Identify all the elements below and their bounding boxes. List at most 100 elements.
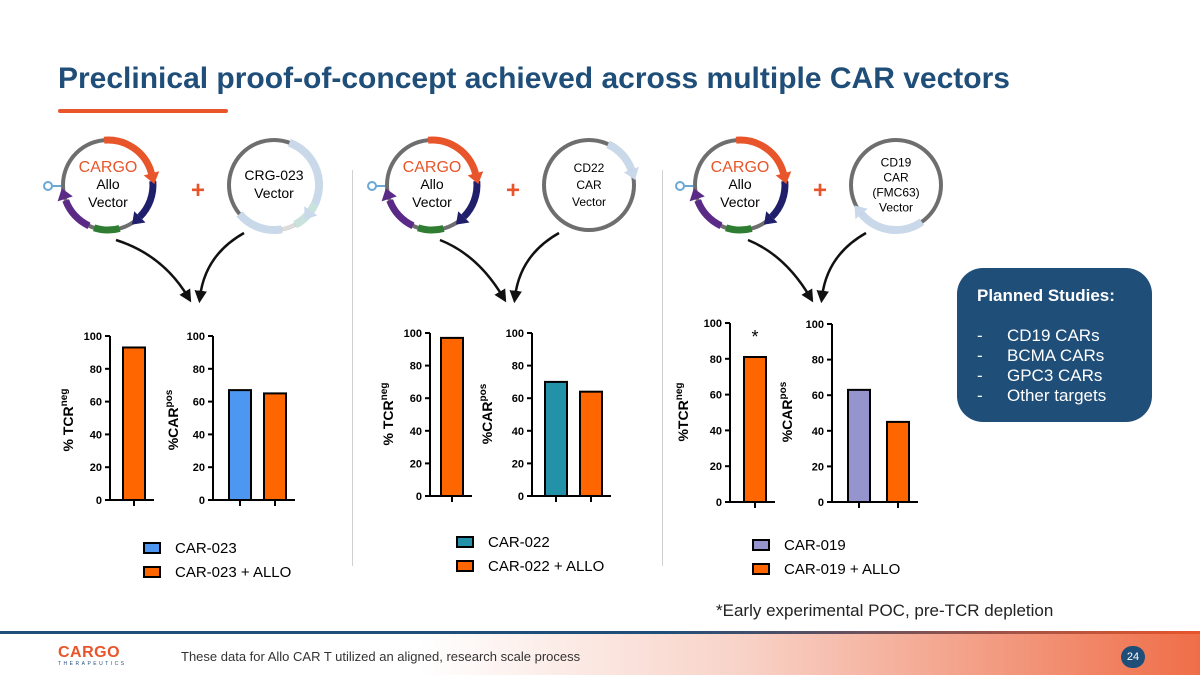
y-axis-label-main: %CAR	[479, 402, 495, 445]
allo-segment-green	[417, 224, 445, 234]
legend-item: CAR-019 + ALLO	[752, 557, 900, 581]
y-axis-label-sup: pos	[778, 381, 789, 399]
logo-wordmark: CARGO	[58, 644, 121, 661]
y-tick-label: 0	[96, 495, 102, 507]
legend-item: CAR-022 + ALLO	[456, 554, 604, 578]
allo-brand-text: CARGO	[711, 159, 770, 176]
allo-segment-green	[725, 224, 753, 234]
y-tick-label: 100	[806, 319, 824, 331]
y-axis-label-sup: pos	[164, 389, 175, 407]
bar	[886, 420, 910, 503]
y-tick-label: 60	[812, 390, 824, 402]
allo-loop-icon	[675, 181, 685, 191]
bullet-dash: -	[977, 326, 983, 345]
planned-study-label: Other targets	[1007, 386, 1107, 405]
car-vector-label-line: CRG-023	[244, 167, 303, 183]
allo-segment-orange	[735, 136, 787, 175]
bar	[228, 389, 252, 501]
planned-study-label: BCMA CARs	[1007, 346, 1105, 365]
allo-loop-icon	[367, 181, 377, 191]
allo-label-line: Vector	[412, 194, 452, 210]
legend-swatch	[752, 539, 770, 551]
allo-label-line: Vector	[88, 194, 128, 210]
car-arrow-icon	[304, 206, 318, 220]
bar-chart-4: 0 20 40 60 80 100 %CARpos	[478, 328, 611, 503]
y-axis-label-main: % TCR	[60, 406, 76, 451]
y-axis-label: %CARpos	[164, 389, 181, 450]
bullet-dash: -	[977, 366, 983, 385]
allo-arrow-purple-icon	[689, 188, 705, 202]
y-tick-label: 100	[84, 331, 102, 343]
planned-study-item: - CD19 CARs	[977, 326, 1134, 346]
y-axis-label-main: %CAR	[779, 400, 795, 443]
legend-swatch	[143, 566, 161, 578]
allo-label-line: Vector	[720, 194, 760, 210]
planned-study-item: - Other targets	[977, 386, 1134, 406]
y-tick-label: 80	[410, 361, 422, 373]
y-axis-label: %CARpos	[478, 383, 495, 444]
planned-studies-box: Planned Studies: - CD19 CARs - BCMA CARs…	[957, 268, 1152, 422]
bar-chart-6: 0 20 40 60 80 100 %CARpos	[778, 319, 918, 509]
footer-bar	[0, 631, 1200, 675]
merge-arrow-left-icon	[747, 238, 814, 303]
y-tick-label: 60	[410, 393, 422, 405]
y-tick-label: 80	[710, 354, 722, 366]
y-axis-label: % TCRneg	[59, 389, 76, 452]
allo-segment-green	[93, 224, 121, 234]
bar	[579, 390, 603, 497]
footer-line	[0, 631, 1200, 634]
y-tick-label: 40	[90, 429, 102, 441]
y-tick-label: 40	[812, 426, 824, 438]
merge-arrow-right-icon	[509, 231, 560, 304]
legend-label: CAR-019 + ALLO	[784, 560, 901, 578]
allo-segment-purple	[386, 199, 415, 229]
legend-label: CAR-019	[784, 536, 846, 554]
planned-studies-title: Planned Studies:	[977, 286, 1115, 305]
planned-study-label: GPC3 CARs	[1007, 366, 1103, 385]
footnote: *Early experimental POC, pre-TCR depleti…	[716, 601, 1054, 620]
legend-swatch	[143, 542, 161, 554]
y-tick-label: 60	[193, 397, 205, 409]
car-arrow-icon	[854, 205, 868, 220]
y-axis-label-sup: pos	[478, 383, 489, 401]
y-tick-label: 80	[812, 355, 824, 367]
car-vector-label-line: Vector	[254, 185, 294, 201]
planned-study-item: - GPC3 CARs	[977, 366, 1134, 386]
y-axis-label: % TCRneg	[379, 383, 396, 446]
y-axis-label: %CARpos	[778, 381, 795, 442]
allo-label-line: Allo	[420, 176, 444, 192]
car-vector-label-line: Vector	[572, 195, 606, 209]
legend-label: CAR-023	[175, 539, 237, 557]
legend-swatch	[456, 560, 474, 572]
y-tick-label: 40	[512, 426, 524, 438]
y-tick-label: 60	[90, 397, 102, 409]
allo-arrow-orange-icon	[775, 171, 792, 184]
y-axis-label-main: % TCR	[380, 400, 396, 445]
y-tick-label: 20	[410, 458, 422, 470]
panel-divider	[352, 170, 353, 566]
allo-segment-purple	[694, 199, 723, 229]
legend-swatch	[456, 536, 474, 548]
y-tick-label: 0	[416, 491, 422, 503]
car-segment	[606, 140, 636, 172]
y-tick-label: 20	[90, 462, 102, 474]
legend-item: CAR-022	[456, 530, 604, 554]
bullet-dash: -	[977, 386, 983, 405]
plus-sign: +	[191, 177, 205, 204]
car-vector-label-line: (FMC63)	[872, 186, 919, 200]
merge-arrow-right-icon	[816, 231, 867, 304]
legend-label: CAR-022	[488, 533, 550, 551]
bar-chart-5: 0 20 40 60 80 100 * %TCRneg	[674, 318, 775, 509]
y-axis-label-sup: neg	[379, 383, 390, 401]
allo-arrow-purple-icon	[57, 188, 73, 202]
legend-item: CAR-023 + ALLO	[143, 560, 291, 584]
legend-item: CAR-019	[752, 533, 900, 557]
car-segment	[287, 138, 324, 214]
y-tick-label: 100	[187, 331, 205, 343]
car-vector-label-line: CAR	[576, 178, 602, 192]
bar	[743, 356, 767, 504]
y-tick-label: 40	[410, 426, 422, 438]
y-tick-label: 60	[710, 390, 722, 402]
